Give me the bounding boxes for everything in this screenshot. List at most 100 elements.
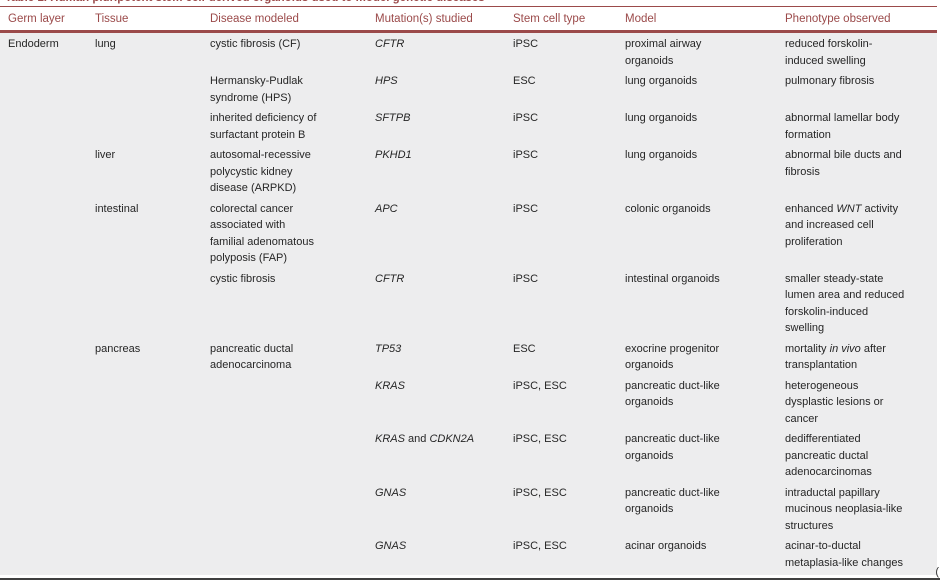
table-title-clipped: Table 1. Human pluripotent stem cell-der… <box>0 0 940 6</box>
cell-phenotype: mortality in vivo after transplantation <box>785 342 886 372</box>
cell-model: lung organoids <box>625 75 698 87</box>
cell-disease: inherited deficiency of surfactant protei… <box>210 112 317 141</box>
column-header-model: Model <box>617 9 777 33</box>
cell-germ-layer <box>0 485 87 539</box>
table-row: GNAS iPSC, ESC acinar organoids acinar-t… <box>0 538 937 575</box>
cell-tissue <box>87 378 202 432</box>
cell-germ-layer <box>0 378 87 432</box>
cell-disease: colorectal cancer associated with familial… <box>210 202 314 265</box>
cell-mutation: CFTR <box>375 38 405 50</box>
cell-stem-cell-type: iPSC <box>513 149 539 161</box>
cell-tissue: lung <box>95 38 116 50</box>
cell-phenotype: dedifferentiated pancreatic ductal adenoca… <box>785 433 872 478</box>
table-row: liver autosomal-recessive polycystic kidn… <box>0 147 937 201</box>
cell-stem-cell-type: iPSC <box>513 38 539 50</box>
cell-phenotype: smaller steady-state lumen area and reduc… <box>785 272 905 335</box>
table-body: Endoderm lung cystic fibrosis (CF) CFTR … <box>0 31 937 575</box>
cell-model: pancreatic duct-like organoids <box>625 433 720 462</box>
column-header-germ-layer: Germ layer <box>0 9 87 33</box>
organoid-disease-table: Germ layer Tissue Disease modeled Mutati… <box>0 9 937 575</box>
table-row: pancreas pancreatic ductal adenocarcinoma… <box>0 341 937 378</box>
cell-germ-layer <box>0 147 87 201</box>
table-row: Endoderm lung cystic fibrosis (CF) CFTR … <box>0 32 937 74</box>
table-row: KRAS and CDKN2A iPSC, ESC pancreatic duc… <box>0 431 937 485</box>
table-top-rule <box>0 6 937 7</box>
table-row: cystic fibrosis CFTR iPSC intestinal org… <box>0 271 937 341</box>
cell-mutation: KRAS <box>375 379 405 392</box>
header-row: Germ layer Tissue Disease modeled Mutati… <box>0 9 937 33</box>
column-header-tissue: Tissue <box>87 9 202 33</box>
cell-germ-layer <box>0 73 87 110</box>
cell-stem-cell-type: iPSC, ESC <box>513 540 567 552</box>
cell-stem-cell-type: iPSC, ESC <box>513 486 567 499</box>
cell-disease: cystic fibrosis <box>210 272 276 285</box>
cell-tissue <box>87 485 202 539</box>
cell-tissue: pancreas <box>95 342 141 355</box>
cell-disease <box>202 378 367 432</box>
cell-mutation: CFTR <box>375 272 405 285</box>
cell-mutation: APC <box>375 202 398 215</box>
cell-phenotype: acinar-to-ductal metaplasia-like changes <box>785 540 904 569</box>
table-row: GNAS iPSC, ESC pancreatic duct-like organ… <box>0 485 937 539</box>
cell-tissue <box>87 271 202 341</box>
column-header-phenotype: Phenotype observed <box>777 9 937 33</box>
cell-germ-layer <box>0 431 87 485</box>
cell-stem-cell-type: iPSC <box>513 112 539 124</box>
cell-disease: pancreatic ductal adenocarcinoma <box>210 342 294 372</box>
continued-text-fragment: ( <box>935 566 939 578</box>
cell-disease: cystic fibrosis (CF) <box>210 38 301 50</box>
cell-stem-cell-type: iPSC <box>513 202 539 215</box>
cell-model: acinar organoids <box>625 540 707 552</box>
cell-stem-cell-type: ESC <box>513 75 536 87</box>
table-title-text: Table 1. Human pluripotent stem cell-der… <box>5 0 940 5</box>
cell-germ-layer: Endoderm <box>8 38 59 50</box>
cell-disease <box>202 431 367 485</box>
cell-disease: Hermansky-Pudlak syndrome (HPS) <box>210 75 303 104</box>
cell-disease: autosomal-recessive polycystic kidney dise… <box>210 149 311 194</box>
cell-tissue: intestinal <box>95 202 139 215</box>
cell-mutation: HPS <box>375 75 398 87</box>
cell-model: exocrine progenitor organoids <box>625 342 720 372</box>
column-header-mutation: Mutation(s) studied <box>367 9 505 33</box>
cell-germ-layer <box>0 271 87 341</box>
cell-tissue: liver <box>95 149 116 161</box>
cell-phenotype: abnormal bile ducts and fibrosis <box>785 149 902 178</box>
cell-model: lung organoids <box>625 112 698 124</box>
cell-germ-layer <box>0 538 87 575</box>
page-bottom-rule <box>0 578 940 580</box>
cell-phenotype: heterogeneous dysplastic lesions or cancer <box>785 379 884 425</box>
cell-model: colonic organoids <box>625 202 711 215</box>
cell-model: proximal airway organoids <box>625 38 702 67</box>
cell-stem-cell-type: iPSC <box>513 272 539 285</box>
cell-tissue <box>87 110 202 147</box>
cell-phenotype: reduced forskolin-induced swelling <box>785 38 873 67</box>
cell-tissue <box>87 538 202 575</box>
cell-mutation: PKHD1 <box>375 149 412 161</box>
cell-phenotype: pulmonary fibrosis <box>785 75 875 87</box>
column-header-stem-cell: Stem cell type <box>505 9 617 33</box>
cell-model: lung organoids <box>625 149 698 161</box>
cell-mutation: SFTPB <box>375 112 411 124</box>
cell-tissue <box>87 73 202 110</box>
table-row: KRAS iPSC, ESC pancreatic duct-like organ… <box>0 378 937 432</box>
table-row: Hermansky-Pudlak syndrome (HPS) HPS ESC l… <box>0 73 937 110</box>
table-header: Germ layer Tissue Disease modeled Mutati… <box>0 9 937 33</box>
cell-germ-layer <box>0 110 87 147</box>
cell-disease <box>202 485 367 539</box>
cell-germ-layer <box>0 201 87 271</box>
cell-phenotype: enhanced WNT activity and increased cell p… <box>785 202 899 248</box>
cell-mutation: KRAS and CDKN2A <box>375 433 475 445</box>
column-header-disease: Disease modeled <box>202 9 367 33</box>
cell-phenotype: intraductal papillary mucinous neoplasia-… <box>785 486 903 532</box>
cell-tissue <box>87 431 202 485</box>
cell-model: pancreatic duct-like organoids <box>625 379 720 409</box>
cell-model: intestinal organoids <box>625 272 720 285</box>
cell-stem-cell-type: iPSC, ESC <box>513 379 567 392</box>
cell-model: pancreatic duct-like organoids <box>625 486 720 516</box>
cell-mutation: GNAS <box>375 486 407 499</box>
cell-germ-layer <box>0 341 87 378</box>
cell-stem-cell-type: iPSC, ESC <box>513 433 567 445</box>
cell-mutation: GNAS <box>375 540 407 552</box>
cell-stem-cell-type: ESC <box>513 342 536 355</box>
